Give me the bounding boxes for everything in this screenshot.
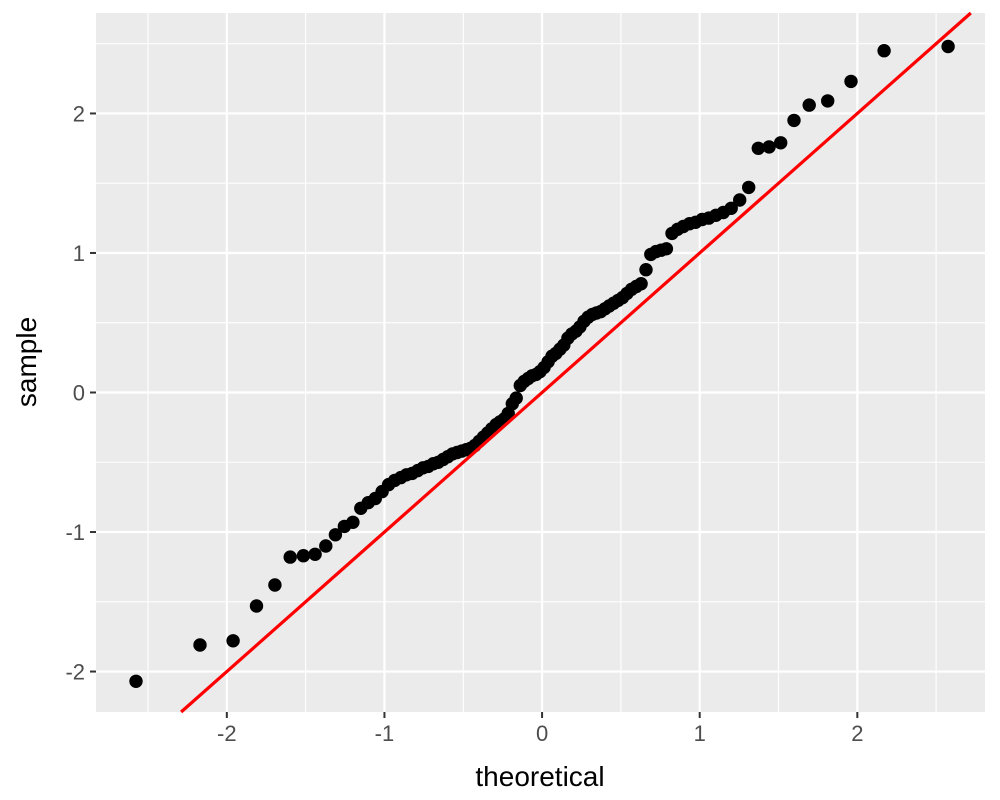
data-points (129, 39, 955, 688)
x-tick-label: 2 (851, 721, 863, 746)
minor-gridlines (96, 13, 985, 712)
data-point (308, 547, 322, 561)
data-point (249, 599, 264, 613)
data-point (941, 39, 955, 54)
y-tick-label: 2 (73, 101, 85, 126)
data-point (226, 634, 240, 648)
data-point (802, 98, 816, 112)
data-point (129, 674, 143, 688)
data-point (296, 549, 311, 563)
y-tick-label: -1 (65, 520, 85, 545)
data-point (193, 638, 207, 652)
data-point (509, 391, 523, 405)
reference-line (180, 11, 972, 714)
y-axis-title: sample (11, 317, 42, 407)
data-point (328, 528, 343, 542)
x-tick-label: -1 (375, 721, 395, 746)
x-tick-label: 1 (694, 721, 706, 746)
data-point (844, 74, 858, 89)
x-tick-label: 0 (536, 721, 548, 746)
y-tick-label: 0 (73, 380, 85, 405)
data-point (346, 515, 360, 529)
data-point (634, 277, 648, 291)
axis-tick-marks (90, 112, 859, 718)
data-point (283, 550, 297, 564)
data-point (774, 136, 788, 150)
data-point (877, 44, 891, 58)
data-point (659, 242, 674, 256)
data-point (751, 141, 765, 155)
data-point (639, 263, 653, 277)
y-tick-label: 1 (73, 241, 85, 266)
data-point (319, 539, 333, 553)
y-axis-tick-labels: -2 -1 0 1 2 (65, 101, 85, 684)
y-tick-label: -2 (65, 660, 85, 685)
data-point (787, 113, 801, 128)
data-point (724, 201, 738, 215)
data-point (762, 140, 776, 154)
data-point (821, 94, 835, 108)
x-tick-label: -2 (217, 721, 237, 746)
data-point (268, 578, 282, 592)
x-axis-tick-labels: -2 -1 0 1 2 (217, 721, 863, 746)
data-point (733, 193, 747, 207)
data-point (742, 180, 756, 195)
x-axis-title: theoretical (475, 761, 604, 792)
